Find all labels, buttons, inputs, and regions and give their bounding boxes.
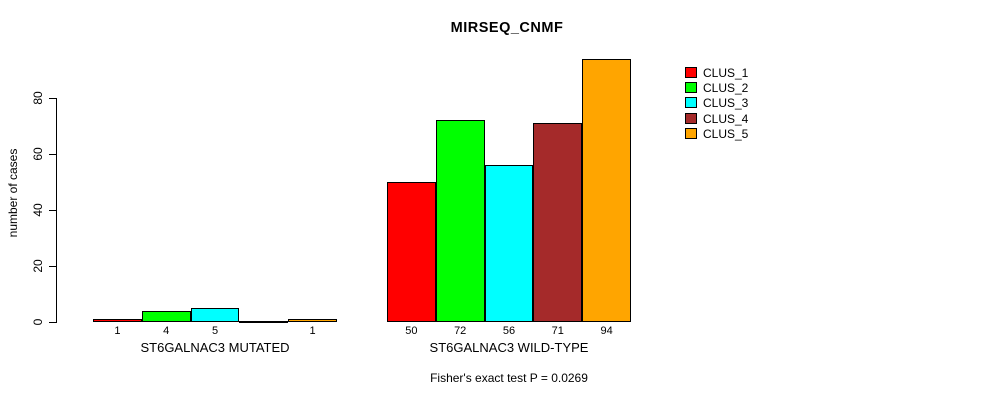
bar-clus_5-group1 <box>288 319 337 322</box>
y-axis-line <box>56 98 57 323</box>
legend-label: CLUS_1 <box>703 66 749 80</box>
bar-clus_1-group2 <box>387 182 436 322</box>
bar-value-label: 1 <box>114 325 121 337</box>
y-axis-label: number of cases <box>6 148 20 238</box>
bar-clus_2-group1 <box>141 310 191 322</box>
bar-value-label: 4 <box>163 325 170 337</box>
y-tick-label: 60 <box>31 147 45 161</box>
legend-swatch <box>685 82 697 94</box>
legend-label: CLUS_3 <box>703 96 749 111</box>
y-tick-label: 20 <box>31 259 45 273</box>
bar-value-label: 71 <box>551 325 564 337</box>
legend-label: CLUS_5 <box>703 126 749 141</box>
bar-value-label: 94 <box>600 325 613 337</box>
y-tick-label: 80 <box>31 91 45 105</box>
legend-swatch <box>685 67 697 78</box>
bar-value-label: 72 <box>454 325 467 337</box>
legend-swatch <box>685 127 697 139</box>
legend-swatch <box>685 112 697 124</box>
bar-value-label: 1 <box>309 325 316 337</box>
y-tick-label: 0 <box>31 318 45 326</box>
chart-title: MIRSEQ_CNMF <box>450 20 564 36</box>
y-tick <box>49 210 56 211</box>
legend-label: CLUS_4 <box>703 111 749 126</box>
bar-value-label: 50 <box>405 325 418 337</box>
legend-label: CLUS_2 <box>703 81 749 96</box>
bar-value-label: 5 <box>211 325 219 337</box>
bar-clus_4-group2 <box>533 123 583 322</box>
y-tick <box>49 266 56 267</box>
fisher-test-annotation: Fisher's exact test P = 0.0269 <box>430 371 588 385</box>
y-tick <box>49 322 56 323</box>
x-category-label: ST6GALNAC3 MUTATED <box>140 340 290 355</box>
legend-swatch <box>685 97 697 109</box>
bar-clus_3-group2 <box>484 165 534 322</box>
bar-clus_1-group1 <box>93 319 142 322</box>
bar-clus_3-group1 <box>190 308 240 322</box>
y-tick-label: 40 <box>31 203 45 217</box>
y-tick <box>49 98 56 99</box>
x-category-label: ST6GALNAC3 WILD-TYPE <box>429 340 589 355</box>
bar-value-label: 56 <box>502 325 516 337</box>
bar-clus_4-group1 <box>239 321 289 323</box>
bar-clus_5-group2 <box>582 58 631 322</box>
y-tick <box>49 154 56 155</box>
bar-clus_2-group2 <box>435 120 485 322</box>
